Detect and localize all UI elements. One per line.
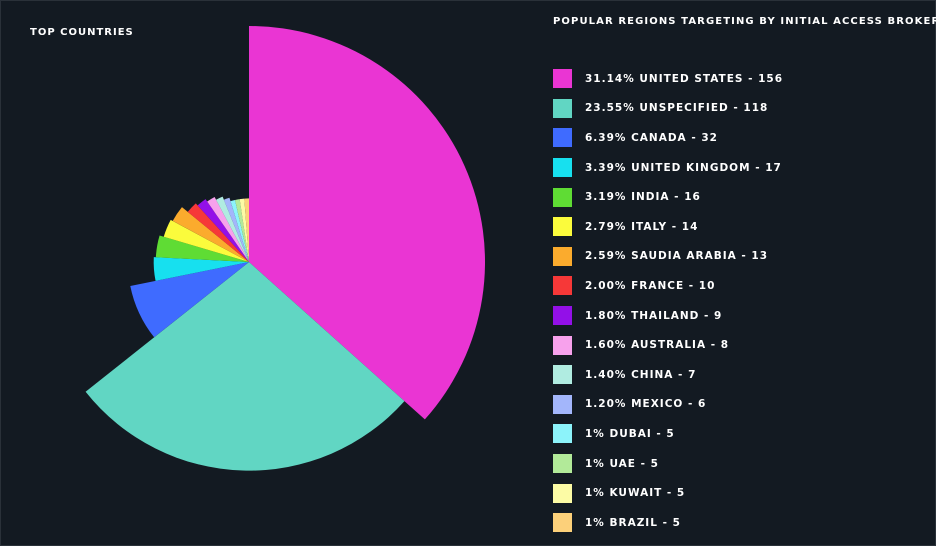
legend-label: 3.39% UNITED KINGDOM - 17 bbox=[585, 161, 782, 174]
legend-item: 1% DUBAI - 5 bbox=[553, 419, 783, 449]
legend-item: 2.00% FRANCE - 10 bbox=[553, 271, 783, 301]
legend-swatch bbox=[553, 69, 572, 89]
legend-swatch bbox=[553, 394, 572, 414]
legend-item: 23.55% UNSPECIFIED - 118 bbox=[553, 94, 783, 124]
legend-item: 1% BRAZIL - 5 bbox=[553, 508, 783, 538]
legend-swatch bbox=[553, 454, 572, 474]
legend-label: 23.55% UNSPECIFIED - 118 bbox=[585, 102, 769, 115]
legend-label: 2.00% FRANCE - 10 bbox=[585, 279, 716, 292]
pie-slice-thailand bbox=[197, 199, 249, 262]
legend-swatch bbox=[553, 276, 572, 296]
legend-item: 6.39% CANADA - 32 bbox=[553, 123, 783, 153]
legend-swatch bbox=[553, 365, 572, 385]
pie-slice-china bbox=[216, 196, 249, 262]
pie-slice-saudia-arabia bbox=[172, 207, 249, 262]
pie-slice-mexico bbox=[223, 197, 249, 262]
legend-label: 2.59% SAUDIA ARABIA - 13 bbox=[585, 250, 769, 263]
legend: 31.14% UNITED STATES - 156 23.55% UNSPECI… bbox=[553, 64, 783, 538]
pie-slice-australia bbox=[207, 196, 249, 262]
legend-label: 1.80% THAILAND - 9 bbox=[585, 309, 723, 322]
chart-title: POPULAR REGIONS TARGETING BY INITIAL ACC… bbox=[553, 16, 936, 27]
legend-item: 1.20% MEXICO - 6 bbox=[553, 390, 783, 420]
legend-item: 1% UAE - 5 bbox=[553, 449, 783, 479]
legend-item: 1% KUWAIT - 5 bbox=[553, 478, 783, 508]
legend-swatch bbox=[553, 187, 572, 207]
legend-swatch bbox=[553, 306, 572, 326]
legend-item: 2.59% SAUDIA ARABIA - 13 bbox=[553, 242, 783, 272]
legend-item: 1.40% CHINA - 7 bbox=[553, 360, 783, 390]
legend-label: 1.40% CHINA - 7 bbox=[585, 368, 697, 381]
pie-slice-france bbox=[187, 203, 249, 262]
legend-label: 1.20% MEXICO - 6 bbox=[585, 398, 707, 411]
legend-item: 1.60% AUSTRALIA - 8 bbox=[553, 330, 783, 360]
legend-label: 31.14% UNITED STATES - 156 bbox=[585, 72, 784, 85]
legend-label: 1% BRAZIL - 5 bbox=[585, 516, 681, 529]
legend-swatch bbox=[553, 217, 572, 237]
pie-chart bbox=[85, 26, 486, 471]
top-countries-title: TOP COUNTRIES bbox=[30, 27, 134, 38]
legend-label: 6.39% CANADA - 32 bbox=[585, 131, 718, 144]
legend-item: 1.80% THAILAND - 9 bbox=[553, 301, 783, 331]
pie-slice-dubai bbox=[230, 199, 249, 262]
legend-item: 31.14% UNITED STATES - 156 bbox=[553, 64, 783, 94]
legend-swatch bbox=[553, 98, 572, 118]
pie-slice-brazil bbox=[244, 198, 249, 262]
legend-label: 3.19% INDIA - 16 bbox=[585, 191, 701, 204]
legend-item: 3.19% INDIA - 16 bbox=[553, 182, 783, 212]
legend-label: 1.60% AUSTRALIA - 8 bbox=[585, 339, 730, 352]
pie-slice-united-states bbox=[249, 26, 486, 420]
pie-slice-italy bbox=[163, 219, 249, 262]
legend-swatch bbox=[553, 246, 572, 266]
legend-item: 3.39% UNITED KINGDOM - 17 bbox=[553, 153, 783, 183]
pie-slice-india bbox=[155, 235, 249, 262]
legend-label: 1% DUBAI - 5 bbox=[585, 427, 675, 440]
legend-swatch bbox=[553, 158, 572, 178]
legend-swatch bbox=[553, 424, 572, 444]
legend-label: 1% KUWAIT - 5 bbox=[585, 487, 686, 500]
legend-item: 2.79% ITALY - 14 bbox=[553, 212, 783, 242]
legend-swatch bbox=[553, 128, 572, 148]
legend-swatch bbox=[553, 483, 572, 503]
pie-slice-kuwait bbox=[239, 198, 249, 262]
legend-swatch bbox=[553, 335, 572, 355]
pie-slice-uae bbox=[235, 199, 249, 262]
legend-swatch bbox=[553, 513, 572, 533]
pie-slice-unspecified bbox=[85, 262, 405, 471]
pie-slice-canada bbox=[130, 262, 249, 338]
pie-slice-united-kingdom bbox=[153, 257, 249, 281]
legend-label: 1% UAE - 5 bbox=[585, 457, 659, 470]
legend-label: 2.79% ITALY - 14 bbox=[585, 220, 699, 233]
